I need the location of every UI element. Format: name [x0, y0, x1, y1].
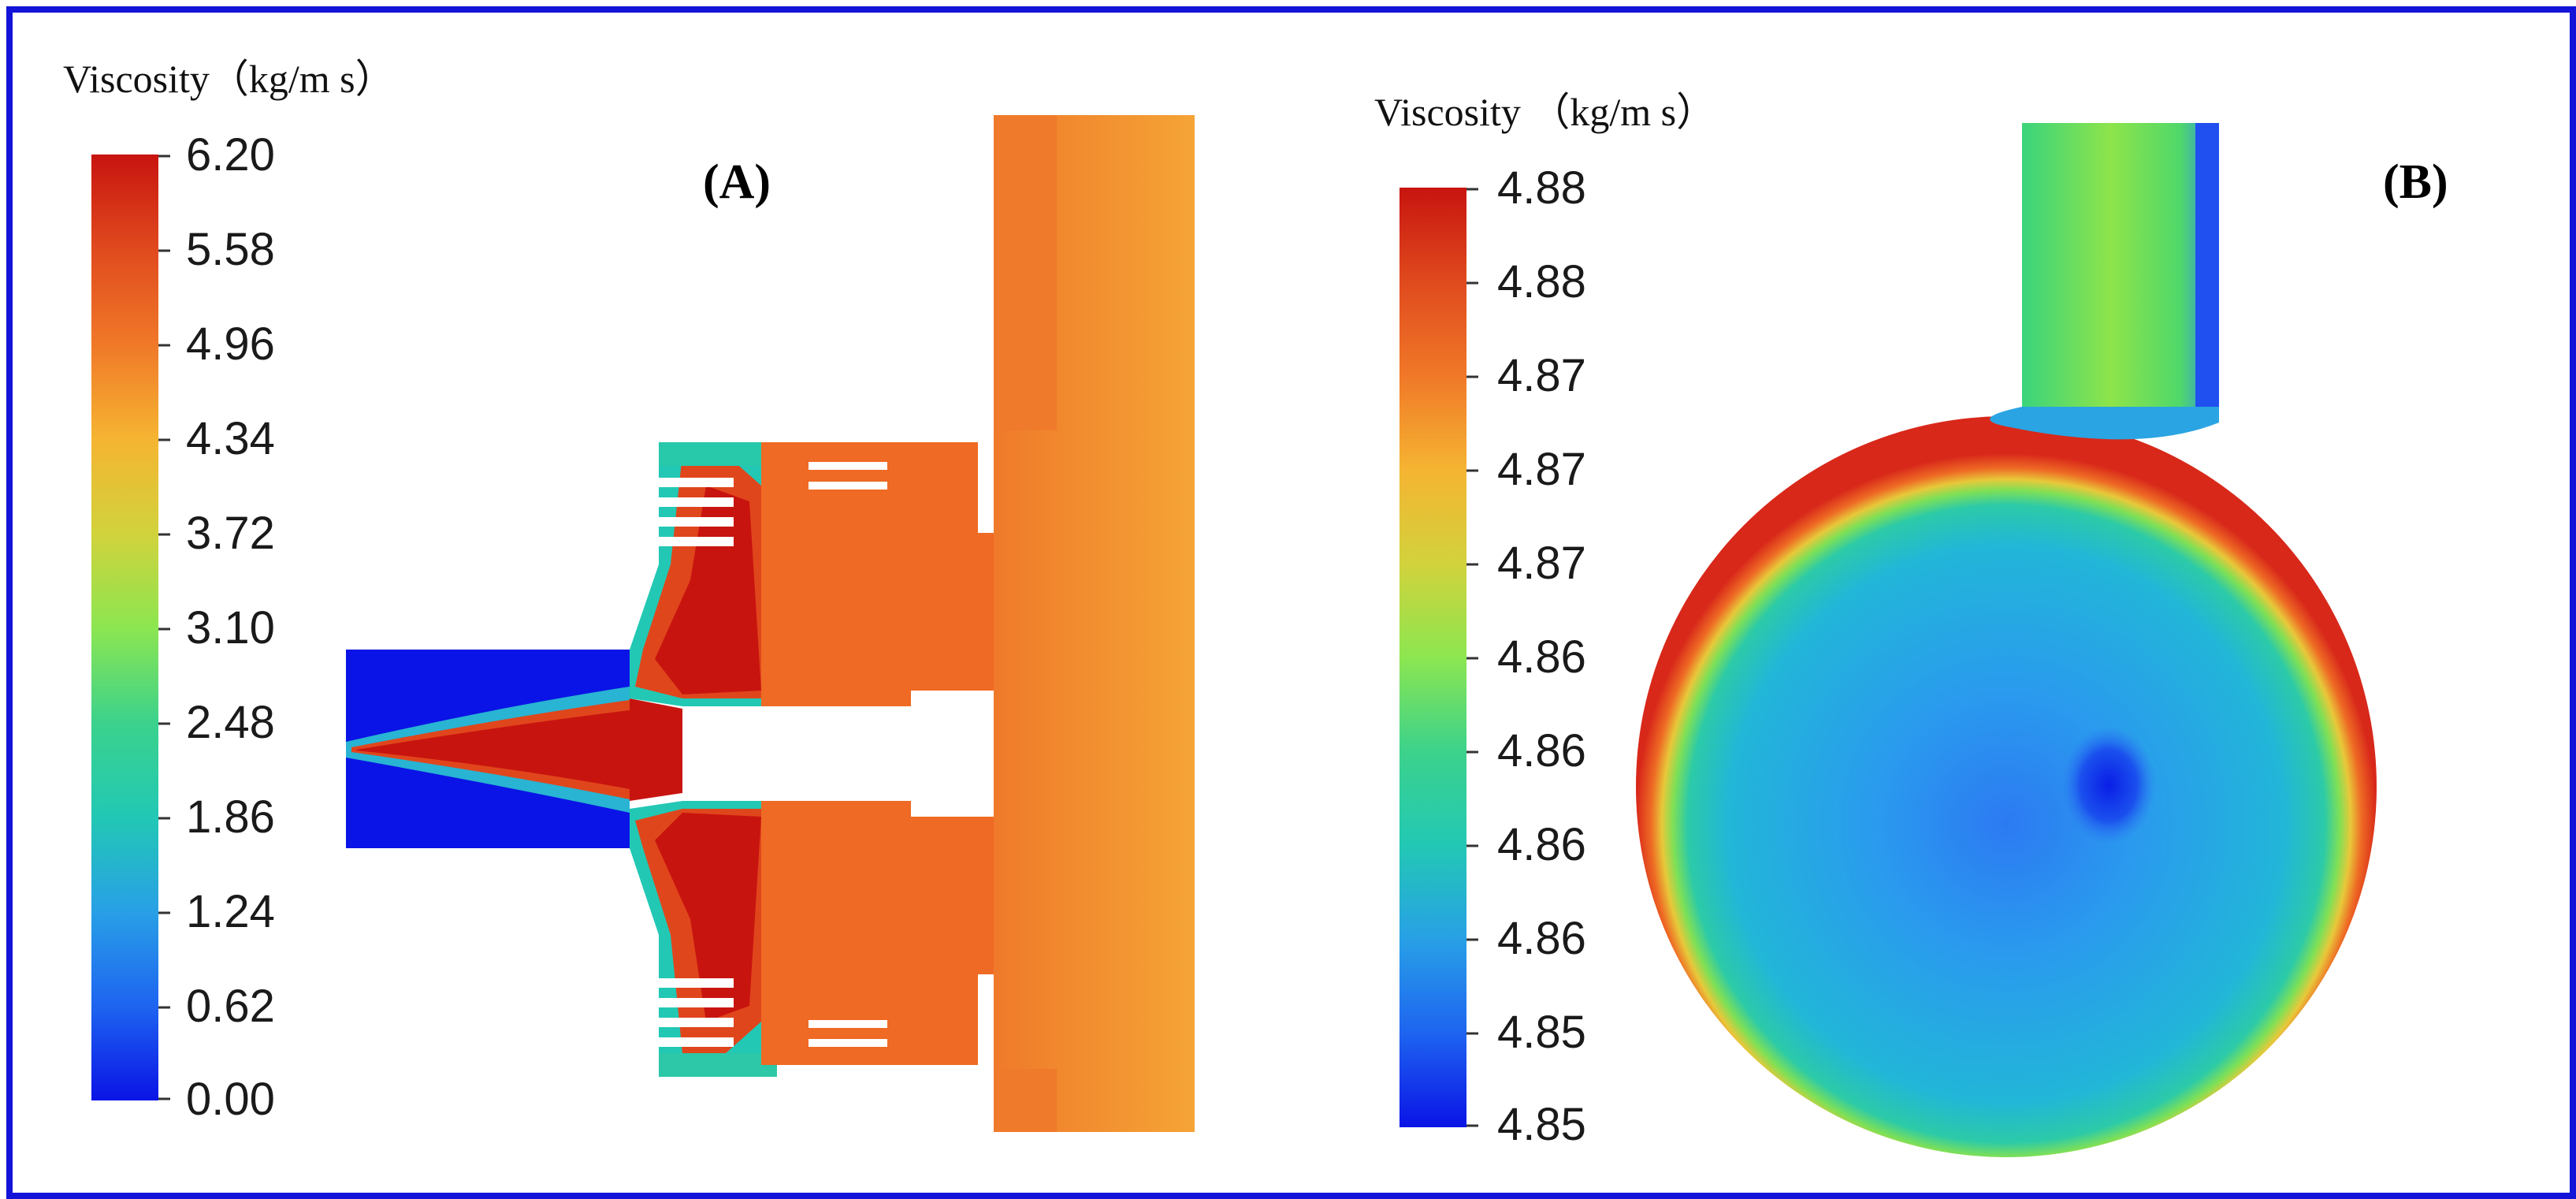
outlet-column-shade — [994, 115, 1057, 430]
colorbar-a-tick: 5.58 — [186, 224, 275, 275]
outlet-pipe — [2022, 123, 2219, 423]
hub-gap — [682, 706, 994, 801]
colorbar-a-ticks — [158, 155, 170, 1100]
colorbar-b-tick: 4.85 — [1497, 1099, 1586, 1150]
lower-funnel — [630, 801, 777, 1077]
upper-funnel — [630, 442, 777, 706]
outlet-column-foot — [994, 1069, 1057, 1132]
colorbar-a-tick: 4.96 — [186, 318, 275, 370]
colorbar-b-tick: 4.88 — [1497, 162, 1586, 214]
inlet-region — [346, 650, 630, 848]
colorbar-b-tick: 4.86 — [1497, 913, 1586, 964]
colorbar-b-tick: 4.87 — [1497, 444, 1586, 495]
impeller-gaps — [808, 462, 887, 1047]
colorbar-a-tick: 0.00 — [186, 1074, 275, 1125]
colorbar-a-tick: 0.62 — [186, 981, 275, 1032]
panel-b-label: (B) — [2383, 155, 2448, 209]
vortex-core — [2061, 726, 2156, 844]
panel-a-label: (A) — [703, 155, 771, 209]
colorbar-b-ticks — [1466, 188, 1478, 1127]
colorbar-b-tick: 4.87 — [1497, 350, 1586, 401]
labyrinth-seals — [659, 478, 734, 1047]
colorbar-b-tick: 4.85 — [1497, 1007, 1586, 1058]
colorbar-b-tick: 4.86 — [1497, 725, 1586, 776]
volute-casing — [1636, 416, 2377, 1157]
outlet-pipe-edge — [2195, 123, 2219, 407]
colorbar-a-tick: 3.10 — [186, 602, 275, 653]
colorbar-a — [91, 155, 158, 1100]
colorbar-b-tick: 4.87 — [1497, 538, 1586, 589]
impeller-lower — [761, 801, 1061, 1065]
colorbar-b-tick: 4.86 — [1497, 631, 1586, 683]
figure-canvas — [91, 115, 2377, 1157]
core-jet — [630, 698, 682, 801]
colorbar-b-tick: 4.88 — [1497, 256, 1586, 307]
colorbar-b — [1400, 188, 1466, 1127]
colorbar-b-tick: 4.86 — [1497, 819, 1586, 870]
colorbar-b-title: Viscosity （kg/m s） — [1374, 90, 1716, 134]
colorbar-a-tick: 1.24 — [186, 886, 275, 937]
colorbar-a-title: Viscosity（kg/m s） — [63, 57, 395, 101]
colorbar-a-tick: 1.86 — [186, 791, 275, 843]
panel-b — [1400, 123, 2377, 1157]
colorbar-a-tick: 3.72 — [186, 508, 275, 559]
colorbar-a-tick: 2.48 — [186, 697, 275, 748]
figure-frame: Viscosity（kg/m s） (A) 6.20 5.58 4.96 4.3… — [6, 6, 2576, 1199]
colorbar-a-tick: 4.34 — [186, 413, 275, 464]
panel-a — [91, 115, 1195, 1132]
colorbar-a-tick: 6.20 — [186, 129, 275, 181]
pipe-junction — [1990, 407, 2219, 440]
